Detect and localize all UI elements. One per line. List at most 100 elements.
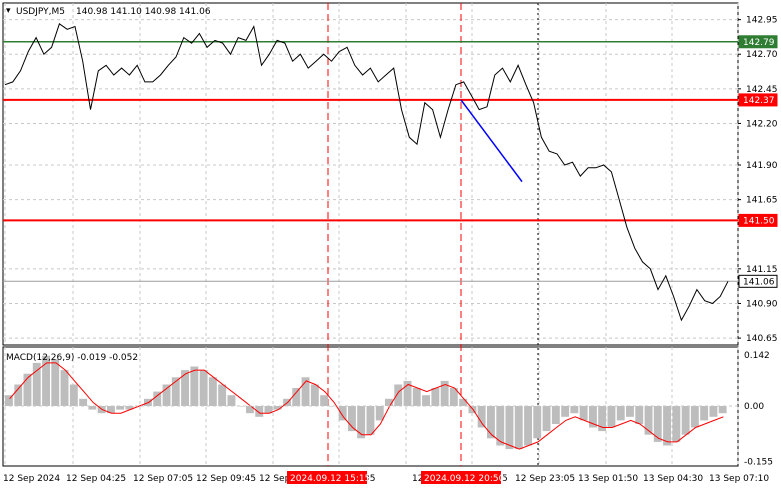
ohlc-label: 140.98 141.10 140.98 141.06 — [76, 7, 211, 17]
macd-bar — [496, 406, 505, 446]
price-pane — [2, 2, 739, 346]
macd-bar — [42, 355, 50, 406]
macd-bar — [626, 406, 634, 417]
macd-bar — [681, 406, 690, 435]
macd-bar — [32, 362, 41, 406]
macd-bar — [79, 398, 88, 406]
price-tick-label: 141.15 — [746, 265, 778, 275]
macd-bar — [412, 388, 421, 406]
event-markers — [327, 3, 539, 466]
macd-bar — [357, 406, 366, 439]
macd-bar — [125, 406, 134, 410]
macd-bar — [181, 370, 189, 406]
trend-line[interactable] — [460, 99, 523, 183]
macd-bar — [301, 377, 310, 406]
time-tick-label: 12 Sep 2024 — [3, 474, 60, 484]
price-tick-label: 141.65 — [746, 196, 778, 206]
macd-bar — [264, 406, 273, 414]
price-axis: 142.95 142.70 142.45 142.20 141.90 141.65 141.… — [738, 16, 778, 344]
macd-bar — [690, 406, 699, 428]
time-tick-label: 12 Sep — [259, 474, 291, 484]
macd-tick-label: 0.00 — [744, 402, 764, 412]
price-tick-label: 142.20 — [746, 119, 778, 129]
macd-bar — [107, 406, 115, 414]
macd-bar — [5, 395, 13, 406]
macd-bar — [589, 406, 597, 428]
macd-bar — [709, 406, 718, 417]
macd-bar — [227, 395, 236, 406]
time-tick-label: 13 Sep 04:30 — [643, 474, 703, 484]
macd-bar — [60, 370, 69, 406]
macd-bar — [208, 377, 217, 406]
macd-bar — [375, 406, 384, 421]
price-levels — [3, 41, 738, 282]
macd-signal-line — [9, 362, 724, 450]
macd-bar — [607, 406, 616, 428]
price-tick-label: 142.95 — [746, 16, 778, 26]
macd-bar — [403, 380, 412, 406]
macd-tick-label: 0.142 — [744, 351, 770, 361]
macd-bar — [14, 384, 23, 406]
macd-bar — [514, 406, 523, 450]
macd-bar — [116, 406, 125, 410]
macd-bar — [616, 406, 625, 421]
macd-bar — [246, 406, 254, 414]
macd-bar — [23, 373, 32, 406]
macd-bar — [672, 406, 681, 442]
macd-bar — [718, 406, 727, 414]
price-tick-label: 142.45 — [746, 85, 778, 95]
macd-bar — [700, 406, 709, 421]
macd-bar — [171, 377, 180, 406]
level-tag-label: 141.50 — [743, 216, 775, 226]
macd-bar — [561, 406, 570, 417]
macd-bar — [394, 384, 403, 406]
macd-bar — [199, 370, 208, 406]
level-tag-label: 141.06 — [743, 277, 775, 287]
level-tag-label: 142.79 — [743, 38, 775, 48]
price-tick-label: 142.70 — [746, 50, 778, 60]
time-tick-label: 05 — [364, 474, 375, 484]
macd-bar — [153, 391, 162, 406]
macd-bar — [190, 366, 199, 406]
marker-tags: 2024.09.12 15:15 2024.09.12 20:50 — [287, 471, 505, 484]
macd-bar — [338, 406, 347, 421]
marker-date-label: 2024.09.12 15:15 — [290, 474, 370, 484]
time-tick-label: 13 Sep 01:50 — [578, 474, 638, 484]
time-axis: 12 Sep 2024 12 Sep 04:25 12 Sep 07:05 12 Se… — [3, 474, 769, 484]
time-tick-label: 12 Sep 07:05 — [133, 474, 193, 484]
macd-bar — [579, 406, 588, 421]
macd-bar — [422, 395, 430, 406]
level-tag-label: 142.37 — [743, 96, 775, 106]
macd-bar — [431, 388, 440, 406]
grid — [3, 3, 739, 466]
macd-bar — [162, 384, 171, 406]
level-tag-box — [738, 274, 778, 288]
level-tags: 142.79 142.37 141.50 141.06 — [738, 35, 778, 288]
symbol-label: USDJPY,M5 — [16, 7, 65, 17]
macd-histogram — [5, 355, 727, 450]
macd-bar — [385, 398, 393, 406]
macd-bar — [348, 406, 356, 432]
time-tick-label: 12 Sep 23:05 — [515, 474, 575, 484]
marker-date-box — [421, 471, 501, 484]
macd-bar — [505, 406, 514, 450]
marker-date-box — [287, 471, 367, 484]
macd-bar — [292, 388, 301, 406]
macd-bar — [533, 406, 542, 439]
time-tick-label: 12 Sep 04:25 — [66, 474, 126, 484]
macd-bar — [524, 406, 532, 446]
macd-bar — [551, 406, 560, 424]
macd-bar — [477, 406, 486, 428]
macd-bar — [88, 406, 97, 410]
macd-bar — [598, 406, 607, 432]
macd-axis: 0.142 0.00 -0.155 — [744, 351, 773, 468]
chart-title-arrow: ▾ — [6, 6, 11, 16]
macd-tick-label: -0.155 — [744, 458, 773, 468]
macd-bar — [644, 406, 653, 435]
macd-bar — [459, 398, 468, 406]
macd-bar — [310, 384, 319, 406]
macd-bar — [487, 406, 495, 439]
macd-bar — [69, 384, 78, 406]
macd-bar — [236, 406, 245, 407]
